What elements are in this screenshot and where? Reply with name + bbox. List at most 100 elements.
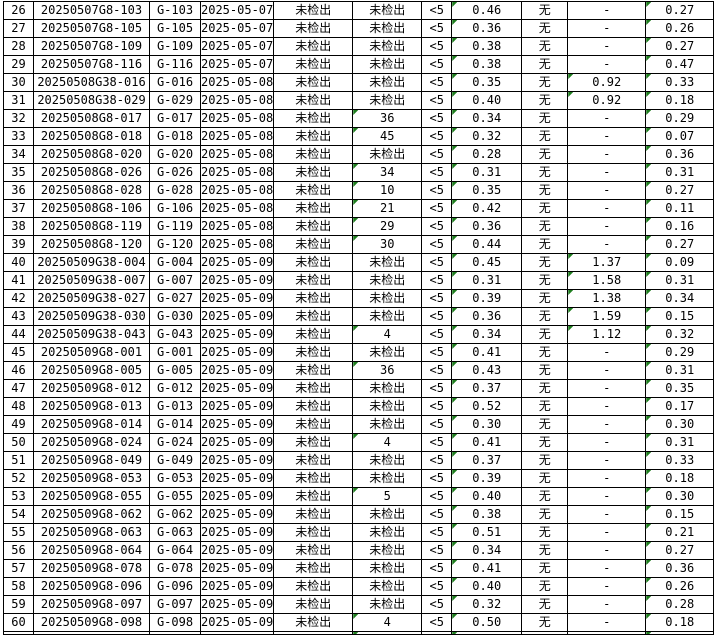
cell-point-code[interactable]: G-024 [149, 433, 201, 452]
cell-result-g[interactable]: 0.29 [645, 343, 715, 362]
cell-result-c[interactable]: <5 [421, 289, 453, 308]
cell-result-g[interactable]: 0.11 [645, 199, 715, 218]
cell-result-b[interactable]: 4 [352, 433, 423, 452]
cell-result-a[interactable]: 未检出 [273, 577, 354, 596]
cell-result-g[interactable]: 0.16 [645, 217, 715, 236]
cell-result-a[interactable]: 未检出 [273, 271, 354, 290]
cell-result-f[interactable]: - [567, 1, 647, 20]
cell-result-f[interactable]: - [567, 19, 647, 38]
cell-result-b[interactable]: 未检出 [352, 1, 423, 20]
cell-result-a[interactable]: 未检出 [273, 1, 354, 20]
cell-result-a[interactable]: 未检出 [273, 487, 354, 506]
cell-result-b[interactable]: 30 [352, 235, 423, 254]
cell-result-f[interactable]: - [567, 577, 647, 596]
cell-result-d[interactable]: 0.34 [451, 541, 523, 560]
cell-point-code[interactable]: G-026 [149, 163, 201, 182]
cell-sample-id[interactable]: 20250507G8-116 [33, 55, 150, 74]
cell-sample-id[interactable]: 20250508G8-020 [33, 145, 150, 164]
cell-result-g[interactable]: 0.15 [645, 307, 715, 326]
cell-result-f[interactable]: - [567, 145, 647, 164]
cell-result-c[interactable]: <5 [421, 361, 453, 380]
cell-result-e[interactable]: 无 [521, 595, 569, 614]
cell-result-d[interactable]: 0.31 [451, 271, 523, 290]
cell-result-b[interactable]: 未检出 [352, 523, 423, 542]
cell-result-c[interactable]: <5 [421, 433, 453, 452]
cell-result-g[interactable]: 0.30 [645, 487, 715, 506]
cell-result-a[interactable]: 未检出 [273, 55, 354, 74]
cell-serial-no[interactable]: 50 [3, 433, 34, 452]
cell-result-a[interactable]: 未检出 [273, 559, 354, 578]
cell-serial-no[interactable]: 59 [3, 595, 34, 614]
cell-sample-id[interactable]: 20250509G8-096 [33, 577, 150, 596]
cell-sample-date[interactable]: 2025-05-09 [199, 379, 275, 398]
cell-result-d[interactable]: 0.37 [451, 379, 523, 398]
cell-result-a[interactable]: 未检出 [273, 127, 354, 146]
cell-result-g[interactable]: 0.33 [645, 73, 715, 92]
cell-sample-date[interactable]: 2025-05-09 [199, 325, 275, 344]
cell-result-d[interactable]: 0.41 [451, 433, 523, 452]
cell-result-c[interactable]: <5 [421, 577, 453, 596]
cell-result-f[interactable]: - [567, 523, 647, 542]
cell-result-g[interactable]: 0.31 [645, 361, 715, 380]
cell-result-d[interactable]: 0.42 [451, 199, 523, 218]
cell-sample-id[interactable]: 20250509G38-007 [33, 271, 150, 290]
cell-result-f[interactable]: - [567, 397, 647, 416]
cell-point-code[interactable]: G-097 [149, 595, 201, 614]
cell-point-code[interactable]: G-001 [149, 343, 201, 362]
cell-serial-no[interactable]: 45 [3, 343, 34, 362]
cell-sample-id[interactable]: 20250509G38-004 [33, 253, 150, 272]
cell-result-b[interactable]: 未检出 [352, 559, 423, 578]
cell-result-c[interactable]: <5 [421, 541, 453, 560]
cell-result-f[interactable]: - [567, 415, 647, 434]
cell-sample-id[interactable]: 20250509G8-005 [33, 361, 150, 380]
cell-result-g[interactable]: 0.17 [645, 397, 715, 416]
cell-result-f[interactable]: - [567, 361, 647, 380]
cell-serial-no[interactable]: 58 [3, 577, 34, 596]
cell-sample-date[interactable]: 2025-05-08 [199, 127, 275, 146]
cell-result-b[interactable]: 未检出 [352, 73, 423, 92]
cell-point-code[interactable]: G-119 [149, 217, 201, 236]
cell-result-g[interactable]: 0.36 [645, 559, 715, 578]
cell-result-d[interactable]: 0.28 [451, 145, 523, 164]
cell-result-g[interactable]: 0.15 [645, 505, 715, 524]
cell-sample-id[interactable]: 20250508G8-119 [33, 217, 150, 236]
cell-sample-date[interactable]: 2025-05-09 [199, 523, 275, 542]
cell-serial-no[interactable]: 47 [3, 379, 34, 398]
cell-result-d[interactable]: 0.40 [451, 91, 523, 110]
cell-point-code[interactable]: G-078 [149, 559, 201, 578]
cell-result-e[interactable]: 无 [521, 559, 569, 578]
cell-result-e[interactable]: 无 [521, 343, 569, 362]
cell-result-a[interactable]: 未检出 [273, 199, 354, 218]
cell-result-c[interactable]: <5 [421, 379, 453, 398]
cell-sample-id[interactable]: 20250509G8-098 [33, 613, 150, 632]
cell-result-e[interactable]: 无 [521, 325, 569, 344]
cell-result-f[interactable]: - [567, 559, 647, 578]
cell-result-d[interactable]: 0.36 [451, 217, 523, 236]
cell-sample-date[interactable] [199, 631, 275, 635]
cell-result-e[interactable]: 无 [521, 469, 569, 488]
cell-result-e[interactable]: 无 [521, 217, 569, 236]
cell-point-code[interactable] [149, 631, 201, 635]
cell-result-f[interactable]: - [567, 235, 647, 254]
cell-result-e[interactable]: 无 [521, 613, 569, 632]
cell-result-f[interactable]: 1.38 [567, 289, 647, 308]
cell-result-f[interactable]: - [567, 217, 647, 236]
cell-sample-date[interactable]: 2025-05-09 [199, 559, 275, 578]
cell-result-d[interactable]: 0.39 [451, 469, 523, 488]
cell-result-f[interactable]: 1.37 [567, 253, 647, 272]
cell-result-f[interactable]: - [567, 379, 647, 398]
cell-sample-id[interactable]: 20250509G8-062 [33, 505, 150, 524]
cell-sample-id[interactable]: 20250509G8-012 [33, 379, 150, 398]
cell-result-d[interactable]: 0.41 [451, 343, 523, 362]
cell-sample-date[interactable]: 2025-05-08 [199, 217, 275, 236]
cell-result-c[interactable]: <5 [421, 451, 453, 470]
cell-result-c[interactable]: <5 [421, 145, 453, 164]
cell-result-f[interactable]: 0.92 [567, 91, 647, 110]
cell-result-e[interactable]: 无 [521, 523, 569, 542]
cell-result-e[interactable]: 无 [521, 199, 569, 218]
cell-sample-date[interactable]: 2025-05-07 [199, 1, 275, 20]
cell-result-f[interactable]: - [567, 433, 647, 452]
cell-result-e[interactable]: 无 [521, 55, 569, 74]
cell-point-code[interactable]: G-098 [149, 613, 201, 632]
cell-result-a[interactable]: 未检出 [273, 289, 354, 308]
